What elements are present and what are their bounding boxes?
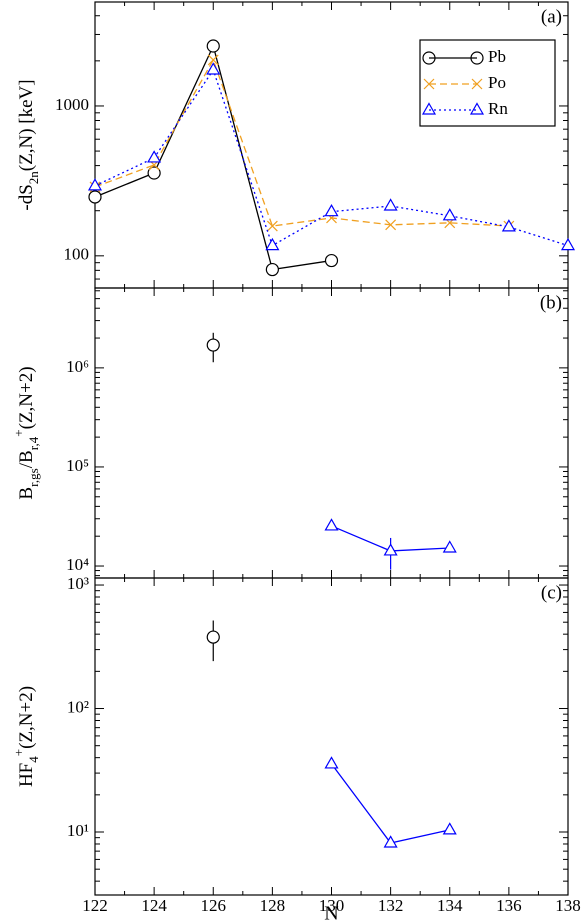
y-axis-label-part: (Z,N+2) — [16, 366, 37, 429]
marker — [265, 262, 279, 277]
legend-label: Pb — [488, 47, 506, 66]
x-tick-label: 124 — [141, 896, 167, 915]
marker — [147, 166, 161, 180]
y-tick-label: 1000 — [55, 95, 89, 114]
y-axis-label-part: r,gs — [26, 468, 41, 487]
marker — [560, 237, 576, 251]
series — [88, 39, 339, 277]
y-tick-label: 10⁴ — [66, 555, 89, 574]
y-axis-label-part: -dS — [16, 184, 37, 210]
legend-marker — [470, 51, 484, 65]
marker — [385, 219, 397, 231]
y-tick-label: 10⁶ — [66, 357, 89, 376]
y-axis-label: Br,gs/Br,4+(Z,N+2) — [11, 366, 41, 499]
x-tick-label: 138 — [555, 896, 581, 915]
marker — [88, 190, 102, 204]
x-axis-label: N — [324, 903, 338, 922]
x-tick-label: 128 — [260, 896, 286, 915]
y-tick-label: 10² — [67, 697, 89, 716]
series-line — [94, 68, 569, 247]
marker — [324, 756, 339, 769]
y-axis-label-part: + — [11, 749, 26, 756]
legend-marker — [422, 51, 436, 65]
y-axis-label: HF4+(Z,N+2) — [11, 686, 41, 787]
marker — [147, 150, 162, 163]
marker — [206, 62, 221, 75]
series — [324, 756, 457, 848]
panel-label: (b) — [540, 292, 562, 313]
marker — [87, 178, 103, 191]
legend-box — [419, 39, 556, 127]
x-tick-label: 126 — [201, 896, 227, 915]
series — [206, 332, 220, 363]
y-axis-label: -dS2n(Z,N) [keV] — [16, 79, 41, 210]
marker — [383, 543, 398, 556]
marker — [206, 39, 220, 53]
series-line — [330, 763, 450, 844]
legend-marker — [469, 102, 485, 115]
marker — [266, 220, 278, 232]
series — [206, 620, 220, 662]
series — [87, 62, 576, 251]
legend-marker — [423, 78, 435, 90]
plot-frame — [94, 287, 569, 579]
marker — [265, 237, 280, 251]
x-tick-label: 130 — [319, 896, 345, 915]
plot-frame — [94, 577, 569, 896]
y-tick-label: 10³ — [67, 574, 89, 593]
marker — [324, 518, 339, 531]
legend-marker — [421, 102, 437, 115]
panel-label: (c) — [541, 582, 562, 603]
series-line — [94, 44, 332, 271]
y-axis-label-part: /B — [16, 450, 37, 468]
marker — [442, 208, 457, 221]
series-line — [94, 58, 509, 227]
y-axis-label-part: (Z,N+2) — [16, 686, 37, 749]
legend-marker — [471, 78, 483, 90]
y-axis-label-part: 4 — [26, 756, 41, 763]
series — [324, 518, 457, 570]
y-axis-label-part: (Z,N) [keV] — [16, 79, 37, 171]
marker — [324, 203, 339, 217]
x-tick-label: 134 — [437, 896, 463, 915]
marker — [442, 540, 457, 553]
marker — [442, 822, 457, 835]
x-tick-label: 132 — [378, 896, 404, 915]
marker — [383, 835, 398, 848]
y-axis-label-part: HF — [16, 763, 37, 787]
marker — [207, 54, 219, 66]
marker — [206, 630, 220, 644]
marker — [501, 219, 516, 232]
legend-label: Po — [488, 73, 506, 92]
legend-label: Rn — [488, 99, 508, 118]
y-axis-label-part: B — [16, 487, 37, 500]
panel-label: (a) — [541, 6, 562, 27]
y-tick-label: 10⁵ — [66, 456, 89, 475]
y-tick-label: 10¹ — [67, 821, 89, 840]
marker — [324, 253, 339, 268]
x-tick-label: 122 — [82, 896, 108, 915]
y-axis-label-part: + — [11, 429, 26, 436]
marker — [383, 198, 398, 211]
y-tick-label: 100 — [64, 245, 90, 264]
x-tick-label: 136 — [496, 896, 522, 915]
y-axis-label-part: r,4 — [26, 436, 41, 450]
marker — [206, 338, 220, 352]
y-axis-label-part: 2n — [26, 171, 41, 185]
